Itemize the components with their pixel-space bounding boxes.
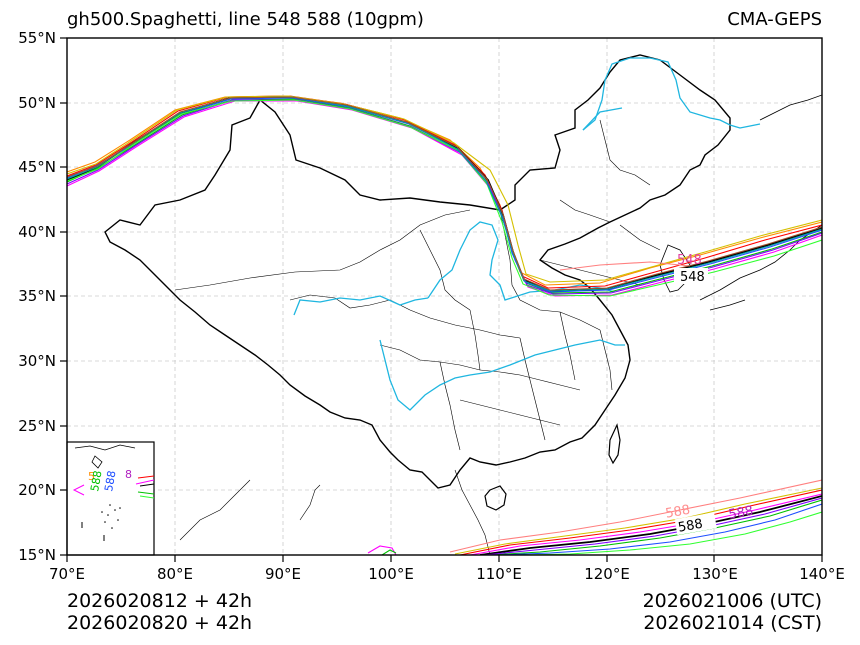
lat-label-55: 55°N [18, 29, 56, 47]
spaghetti-548 [67, 95, 822, 297]
province-borders [174, 119, 661, 451]
lon-label-130: 130°E [692, 565, 738, 583]
label-548-ghost: 548 [677, 253, 702, 268]
rivers [293, 57, 761, 411]
label-548: 548 [680, 270, 705, 285]
lat-label-40: 40°N [18, 223, 56, 241]
taiwan-island [608, 423, 621, 465]
label-588-group: 588 588 588 [664, 503, 754, 536]
lon-label-70: 70°E [48, 565, 86, 583]
lon-label-80: 80°E [156, 565, 194, 583]
lat-label-50: 50°N [18, 94, 56, 112]
init-time-2: 2026020820 + 42h [67, 612, 253, 634]
label-588: 588 [677, 517, 704, 536]
chart-title: gh500.Spaghetti, line 548 588 (10gpm) [67, 9, 424, 30]
spaghetti-588 [367, 479, 822, 555]
tick-marks [60, 37, 823, 562]
indochina-outline [179, 469, 491, 555]
inset-map: 5 588 588 8 [66, 441, 155, 556]
lat-label-25: 25°N [18, 417, 56, 435]
label-548-group: 548 548 [674, 253, 708, 285]
lat-label-45: 45°N [18, 158, 56, 176]
hainan-island [484, 485, 507, 511]
valid-times: 2026021006 (UTC) 2026021014 (CST) [643, 590, 822, 634]
valid-time-cst: 2026021014 (CST) [643, 612, 822, 634]
lat-label-35: 35°N [18, 287, 56, 305]
svg-text:8: 8 [125, 468, 132, 481]
lon-label-140: 140°E [799, 565, 845, 583]
model-name: CMA-GEPS [727, 9, 822, 30]
lon-label-90: 90°E [264, 565, 302, 583]
valid-time-utc: 2026021006 (UTC) [642, 590, 822, 612]
lon-label-100: 100°E [368, 565, 414, 583]
lon-label-120: 120°E [584, 565, 630, 583]
label-588-magenta: 588 [727, 504, 754, 523]
china-border [104, 54, 731, 489]
lat-label-30: 30°N [18, 352, 56, 370]
lat-label-20: 20°N [18, 481, 56, 499]
japan-outline [699, 94, 822, 311]
svg-text:588: 588 [102, 470, 118, 493]
lat-label-15: 15°N [18, 546, 56, 564]
lon-label-110: 110°E [476, 565, 522, 583]
init-time-1: 2026020812 + 42h [67, 590, 253, 612]
label-588-ghost: 588 [664, 503, 691, 522]
svg-text:5: 5 [88, 470, 95, 483]
svg-text:588: 588 [88, 470, 104, 493]
init-times: 2026020812 + 42h 2026020820 + 42h [67, 590, 252, 634]
